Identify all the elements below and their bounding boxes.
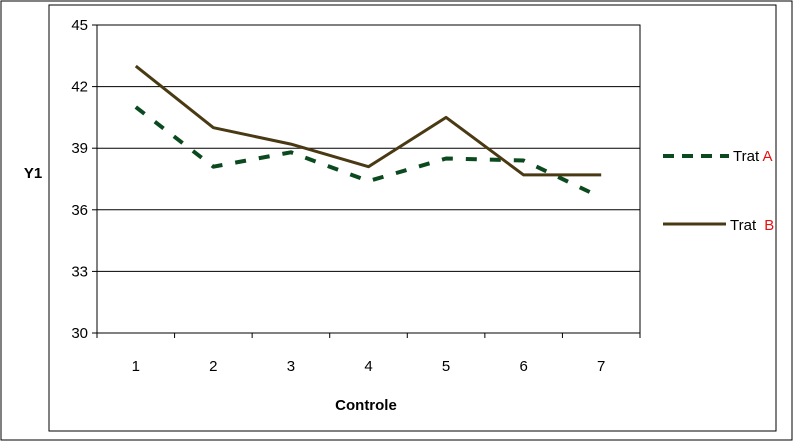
- x-axis-label: Controle: [335, 397, 397, 414]
- series-line-trat-a: [134, 105, 603, 200]
- x-tick-label: 3: [287, 358, 295, 375]
- legend-label-trat-a-suffix: A: [762, 148, 772, 165]
- y-tick-label: 42: [71, 79, 88, 96]
- series-lines: [134, 64, 603, 200]
- y-tick-label: 30: [71, 325, 88, 342]
- legend-label-trat-a: Trat A: [733, 148, 772, 165]
- x-tick-label: 6: [519, 358, 527, 375]
- y-tick-label: 39: [71, 140, 88, 157]
- series-line-trat-b: [134, 64, 602, 177]
- legend-label-trat-b-suffix: B: [764, 217, 774, 234]
- legend-label-trat-b: Trat B: [730, 217, 774, 234]
- x-tick-label: 4: [364, 358, 372, 375]
- plot-area-frame: [48, 4, 777, 432]
- x-tick-label: 2: [209, 358, 217, 375]
- plot-border: [96, 24, 641, 334]
- x-tick-label: 7: [597, 358, 605, 375]
- x-tick-label: 1: [132, 358, 140, 375]
- legend: Trat A Trat B: [663, 148, 774, 234]
- y-axis-label: Y1: [24, 165, 42, 182]
- y-tick-label: 33: [71, 263, 88, 280]
- y-tick-label: 45: [71, 17, 88, 34]
- y-tick-label: 36: [71, 202, 88, 219]
- x-tick-label: 5: [442, 358, 450, 375]
